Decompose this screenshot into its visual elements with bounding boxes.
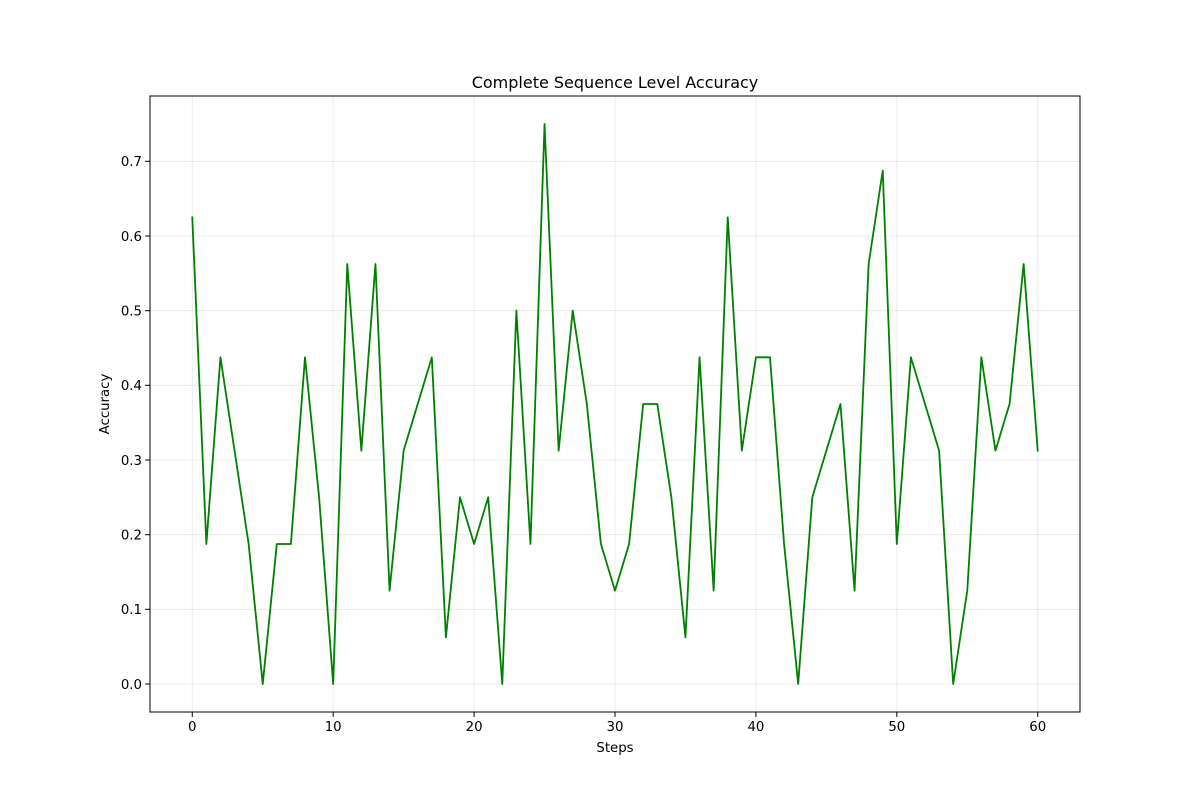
series-layer bbox=[191, 123, 1039, 685]
x-tick-label: 0 bbox=[188, 720, 196, 735]
y-tick-label: 0.1 bbox=[121, 603, 142, 618]
grid-layer bbox=[150, 96, 1080, 712]
y-tick-label: 0.0 bbox=[121, 678, 142, 693]
x-tick-label: 50 bbox=[888, 720, 905, 735]
y-tick-label: 0.3 bbox=[121, 454, 142, 469]
chart-title: Complete Sequence Level Accuracy bbox=[472, 73, 759, 92]
series-line bbox=[191, 123, 1039, 685]
x-tick-label: 20 bbox=[466, 720, 483, 735]
x-axis-label: Steps bbox=[596, 741, 633, 756]
tick-layer: 0 10 20 30 40 50 60 0.0 0.1 0.2 0.3 0.4 0.5 0.6 0.7 bbox=[121, 155, 1046, 735]
y-tick-label: 0.4 bbox=[121, 379, 142, 394]
y-tick-label: 0.6 bbox=[121, 230, 142, 245]
x-tick-label: 60 bbox=[1029, 720, 1046, 735]
y-tick-label: 0.2 bbox=[121, 528, 142, 543]
y-tick-label: 0.5 bbox=[121, 304, 142, 319]
x-tick-label: 10 bbox=[325, 720, 342, 735]
x-tick-label: 40 bbox=[747, 720, 764, 735]
y-axis-label: Accuracy bbox=[98, 374, 113, 435]
x-tick-label: 30 bbox=[607, 720, 624, 735]
y-tick-label: 0.7 bbox=[121, 155, 142, 170]
